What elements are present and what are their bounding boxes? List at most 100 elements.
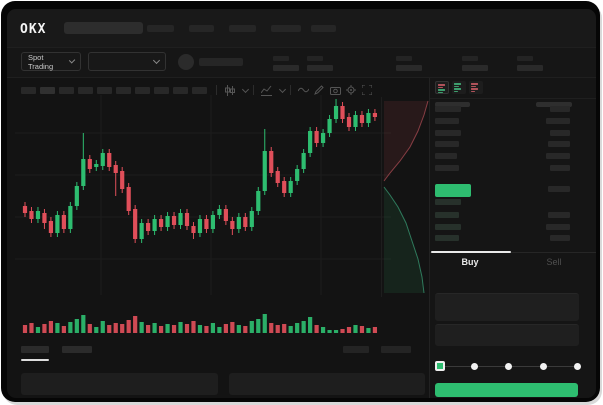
depth-chart [381,97,429,297]
slider-stop-dot[interactable] [574,363,581,370]
chart-toolbar [7,78,429,102]
timeframe-button[interactable] [173,87,188,94]
pair-selector-dropdown[interactable] [88,52,166,71]
bid-price-placeholder [435,224,461,230]
timeframe-buttons [21,81,211,99]
ask-price-placeholder [435,165,459,171]
indicators-icon[interactable] [259,83,273,97]
nav-item-placeholder[interactable] [311,25,336,32]
tab-buy[interactable]: Buy [461,257,479,267]
bottom-panel-right [229,373,425,395]
amount-slider-handle[interactable] [435,361,445,371]
ask-price-placeholder [435,153,457,160]
chevron-down-icon[interactable] [241,85,250,93]
orderbook-view-bids-icon[interactable] [452,81,466,94]
ask-amount-placeholder [546,117,570,124]
ask-price-placeholder [435,141,459,148]
stat-value-placeholder [273,65,299,71]
price-input[interactable] [435,293,579,321]
market-type-label: Spot Trading [28,52,54,71]
bid-amount-placeholder [548,212,570,218]
active-tab-underline [21,359,49,361]
top-navigation-bar: OKX [7,9,596,48]
section-divider [430,98,596,99]
timeframe-button[interactable] [97,87,112,94]
buy-submit-button[interactable] [435,383,578,397]
slider-stop-dot[interactable] [540,363,547,370]
app-window: OKX Spot Trading [7,9,596,398]
stat-label-placeholder [517,56,533,61]
nav-item-placeholder[interactable] [229,25,256,32]
candle-style-icon[interactable] [222,83,236,97]
timeframe-button[interactable] [78,87,93,94]
last-price-highlight[interactable] [435,184,471,197]
ask-price-placeholder [435,129,461,136]
chart-panel [7,78,429,398]
timeframe-button[interactable] [40,87,55,94]
draw-pencil-icon[interactable] [312,83,326,97]
bid-price-placeholder [435,199,461,205]
pair-name-placeholder [199,58,243,66]
ask-amount-placeholder [546,153,570,160]
nav-item-placeholder[interactable] [147,25,174,32]
chevron-down-icon[interactable] [278,85,287,93]
line-tool-icon[interactable] [296,83,310,97]
timeframe-button[interactable] [154,87,169,94]
bid-amount-placeholder [550,235,570,241]
amount-input[interactable] [435,324,579,346]
mid-amount-placeholder [548,186,570,192]
market-type-dropdown[interactable]: Spot Trading [21,52,81,71]
ask-amount-placeholder [550,165,570,171]
bid-price-placeholder [435,212,459,218]
ask-amount-placeholder [548,141,570,148]
ask-amount-placeholder [550,106,570,112]
okx-logo: OKX [20,21,47,38]
footer-placeholder [381,346,411,353]
slider-stop-dot[interactable] [505,363,512,370]
price-chart-canvas[interactable] [15,95,391,339]
buy-tab-indicator [431,251,511,253]
ticker-bar: Spot Trading [7,48,596,78]
bid-price-placeholder [435,235,459,241]
toolbar-divider [216,85,217,95]
chevron-down-icon [68,57,76,64]
stat-label-placeholder [462,56,478,61]
tab-sell[interactable]: Sell [546,257,562,267]
bottom-panel-left [21,373,218,395]
timeframe-button[interactable] [59,87,74,94]
tabs-divider [430,252,596,253]
chart-bottom-tab-active[interactable] [21,346,49,353]
footer-placeholder [343,346,369,353]
nav-item-placeholder[interactable] [189,25,214,32]
stat-value-placeholder [396,65,422,71]
stat-value-placeholder [462,65,488,71]
ask-price-placeholder [435,106,461,112]
nav-item-placeholder[interactable] [271,25,301,32]
orderbook-panel: Buy Sell [429,78,596,398]
toolbar-divider [290,85,291,95]
orderbook-price-header [435,102,470,107]
orderbook-view-combined-icon[interactable] [435,81,449,94]
stat-label-placeholder [396,56,412,61]
ask-price-placeholder [435,117,459,124]
stat-value-placeholder [307,65,333,71]
coin-icon [178,54,194,70]
orderbook-view-asks-icon[interactable] [469,81,483,94]
stat-value-placeholder [517,65,543,71]
timeframe-button[interactable] [192,87,207,94]
camera-icon[interactable] [328,83,342,97]
bid-amount-placeholder [546,224,570,230]
chart-bottom-tab[interactable] [62,346,92,353]
settings-gear-icon[interactable] [344,83,358,97]
timeframe-button[interactable] [116,87,131,94]
stat-label-placeholder [307,56,323,61]
timeframe-button[interactable] [21,87,36,94]
search-input[interactable] [64,22,143,34]
slider-stop-dot[interactable] [471,363,478,370]
timeframe-button[interactable] [135,87,150,94]
chevron-down-icon [152,56,161,65]
ask-amount-placeholder [550,129,570,136]
toolbar-divider [253,85,254,95]
